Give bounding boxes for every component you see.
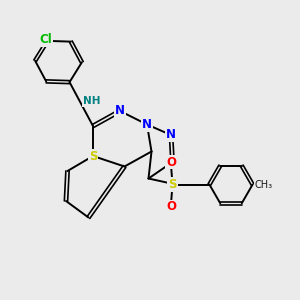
Text: NH: NH [83, 96, 100, 106]
Text: O: O [166, 155, 176, 169]
Text: N: N [166, 128, 176, 142]
Text: S: S [89, 149, 97, 163]
Text: N: N [167, 155, 178, 169]
Text: S: S [168, 178, 177, 191]
Text: N: N [115, 104, 125, 118]
Text: O: O [166, 200, 176, 214]
Text: N: N [142, 118, 152, 131]
Text: Cl: Cl [40, 33, 52, 46]
Text: CH₃: CH₃ [254, 179, 272, 190]
